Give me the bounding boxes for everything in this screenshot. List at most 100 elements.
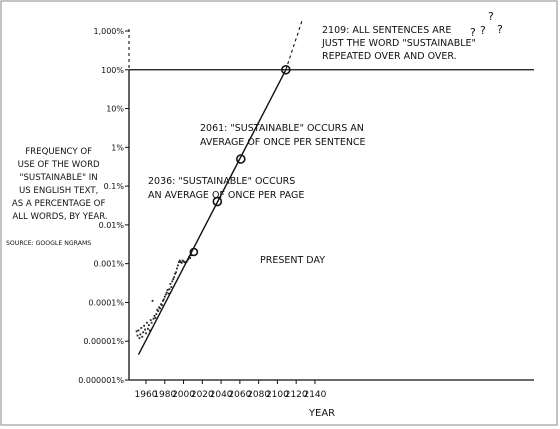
annotation-2036-line: AN AVERAGE OF ONCE PER PAGE: [148, 190, 304, 201]
y-axis-title-line: AS A PERCENTAGE OF: [12, 199, 106, 209]
y-axis-title-line: FREQUENCY OF: [25, 147, 92, 157]
y-tick-label: 0.00001%: [83, 337, 124, 346]
extrapolation-dashed-line: [285, 18, 304, 70]
historical-point: [181, 259, 184, 262]
annotation-2061-line: AVERAGE OF ONCE PER SENTENCE: [200, 137, 366, 148]
x-tick-label: 2020: [191, 390, 214, 400]
y-tick-label: 0.000001%: [78, 376, 124, 385]
annotation-2109-line: 2109: ALL SENTENCES ARE: [322, 25, 451, 36]
milestone-marker: [189, 247, 199, 257]
historical-point: [140, 327, 143, 329]
y-axis-title-line: US ENGLISH TEXT,: [19, 186, 98, 196]
historical-point: [146, 327, 149, 330]
y-tick-label: 100%: [101, 66, 124, 75]
annotation-2061-line: 2061: "SUSTAINABLE" OCCURS AN: [200, 123, 364, 134]
historical-point: [146, 321, 148, 324]
annotation-2061: 2061: "SUSTAINABLE" OCCURS AN AVERAGE OF…: [200, 123, 367, 148]
historical-point: [135, 330, 138, 333]
question-mark: ?: [488, 10, 494, 23]
y-tick-label: 0.001%: [93, 260, 124, 269]
historical-point: [169, 283, 172, 285]
annotation-2109-line: JUST THE WORD "SUSTAINABLE": [321, 38, 476, 49]
historical-point: [160, 303, 162, 306]
annotation-2109-line: REPEATED OVER AND OVER.: [322, 51, 457, 62]
historical-point: [175, 271, 177, 274]
question-mark: ?: [497, 23, 503, 36]
historical-point: [159, 307, 161, 310]
historical-point: [180, 261, 183, 264]
question-mark: ?: [470, 26, 476, 39]
historical-point: [161, 299, 164, 302]
milestone-marker: [212, 196, 223, 207]
historical-point: [145, 332, 147, 335]
historical-point: [156, 308, 159, 311]
historical-point: [165, 291, 168, 294]
trend-lines: [137, 18, 304, 355]
x-tick-label: 2060: [228, 390, 251, 400]
historical-point: [154, 316, 157, 319]
historical-point: [164, 293, 167, 296]
historical-point: [167, 292, 170, 295]
historical-point: [141, 335, 144, 338]
x-axis-title: YEAR: [308, 408, 335, 419]
historical-point: [157, 310, 160, 312]
milestone-markers: [189, 64, 291, 257]
historical-point: [177, 264, 179, 267]
historical-point: [182, 260, 185, 263]
historical-point: [153, 314, 156, 317]
x-tick-label: 2100: [266, 390, 289, 400]
annotation-2036-line: 2036: "SUSTAINABLE" OCCURS: [148, 176, 295, 187]
x-tick-label: 2080: [247, 390, 270, 400]
historical-point: [152, 317, 155, 320]
y-tick-label: 0.01%: [99, 221, 125, 230]
annotation-present-day: PRESENT DAY: [260, 255, 325, 266]
y-tick-labels: 1,000% 100% 10% 1% 0.1% 0.01% 0.001% 0.0001% 0.0…: [78, 27, 129, 385]
y-axis-title-line: "SUSTAINABLE" IN: [20, 173, 98, 183]
historical-point: [142, 331, 145, 334]
historical-point: [139, 333, 142, 336]
y-tick-label: 10%: [106, 105, 124, 114]
annotation-2109: 2109: ALL SENTENCES ARE JUST THE WORD "S…: [321, 25, 479, 62]
x-tick-label: 1960: [135, 390, 158, 400]
x-tick-label: 2140: [303, 390, 326, 400]
historical-point: [147, 324, 150, 327]
historical-point: [149, 319, 152, 322]
x-tick-label: 2000: [172, 390, 195, 400]
historical-point: [151, 299, 154, 302]
historical-point: [144, 328, 146, 331]
trend-line: [137, 69, 287, 355]
historical-point: [162, 298, 165, 301]
y-tick-label: 1,000%: [93, 27, 124, 36]
historical-point: [170, 286, 173, 288]
x-tick-label: 2040: [210, 390, 233, 400]
y-tick-label: 1%: [111, 143, 124, 152]
historical-point: [166, 289, 169, 291]
historical-point: [179, 261, 182, 263]
historical-point: [178, 259, 181, 262]
source-note: SOURCE: GOOGLE NGRAMS: [6, 240, 91, 247]
milestone-marker: [281, 64, 291, 75]
historical-point: [183, 261, 186, 263]
historical-point: [161, 304, 163, 307]
historical-point: [177, 261, 180, 263]
axes: [128, 29, 534, 381]
historical-point: [148, 329, 151, 332]
historical-point: [172, 278, 175, 280]
question-mark: ?: [480, 24, 486, 37]
historical-point: [155, 313, 158, 316]
y-axis-title-line: USE OF THE WORD: [18, 160, 100, 170]
historical-point: [171, 280, 174, 283]
x-tick-label: 1980: [153, 390, 176, 400]
historical-point: [138, 337, 141, 340]
y-axis-title: FREQUENCY OF USE OF THE WORD "SUSTAINABL…: [12, 147, 108, 222]
x-tick-label: 2120: [285, 390, 308, 400]
historical-point: [174, 272, 176, 275]
historical-point: [163, 295, 166, 298]
historical-point: [143, 324, 146, 327]
historical-point: [173, 276, 176, 279]
historical-point: [137, 329, 140, 332]
historical-point: [136, 334, 139, 337]
